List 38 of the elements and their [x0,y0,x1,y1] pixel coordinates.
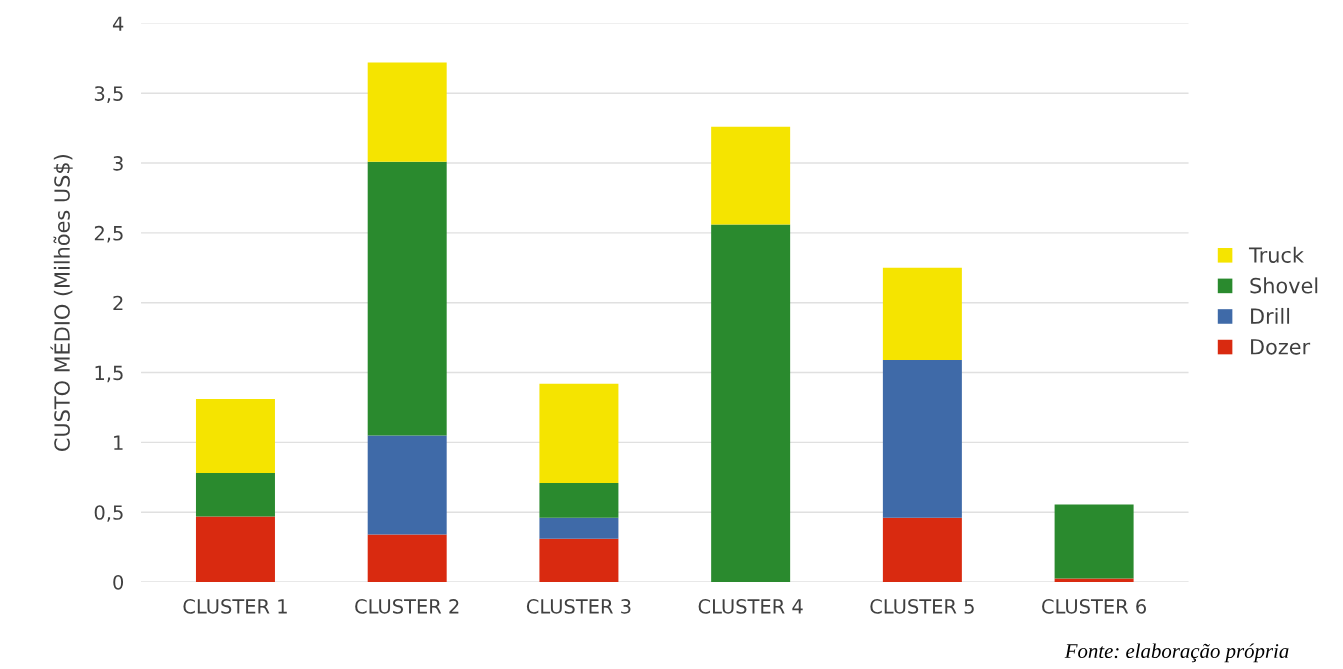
bar [195,516,275,583]
source-note: Fonte: elaboração própria [1064,643,1289,663]
y-tick-label: 2,5 [94,225,123,243]
bar [539,517,619,539]
bar [367,435,447,535]
bar [539,482,619,518]
bar [711,126,791,225]
legend-label: Shovel [1250,277,1318,294]
bar [1054,504,1134,579]
bar [882,517,962,583]
bar [882,267,962,360]
legend-label: Dozer [1251,339,1311,355]
bar [195,399,275,474]
x-tick-label: CLUSTER 1 [183,599,287,614]
bar [195,473,275,517]
bar [539,538,619,583]
x-tick-label: CLUSTER 3 [526,599,631,614]
bar [539,383,619,483]
x-tick-label: CLUSTER 6 [1042,599,1146,614]
y-tick-label: 1,5 [95,365,123,383]
bar [367,62,447,162]
x-tick-label: CLUSTER 2 [355,599,459,614]
y-tick-label: 0,5 [94,505,123,522]
x-tick-label: CLUSTER 4 [698,599,803,614]
x-tick-label: CLUSTER 5 [870,599,974,614]
bar [711,224,791,583]
bar [367,161,447,436]
legend-label: Truck [1248,246,1304,263]
y-tick-label: 3,5 [94,86,123,103]
y-tick-label: 2 [113,295,123,311]
bar [367,534,447,583]
legend-label: Drill [1251,307,1290,324]
y-axis-title: CUSTO MÉDIO (Milhões US$) [50,155,73,451]
bar [882,359,962,518]
y-tick-label: 4 [112,16,124,31]
y-tick-label: 1 [114,435,123,450]
y-tick-label: 3 [113,156,123,171]
y-tick-label: 0 [113,574,124,590]
